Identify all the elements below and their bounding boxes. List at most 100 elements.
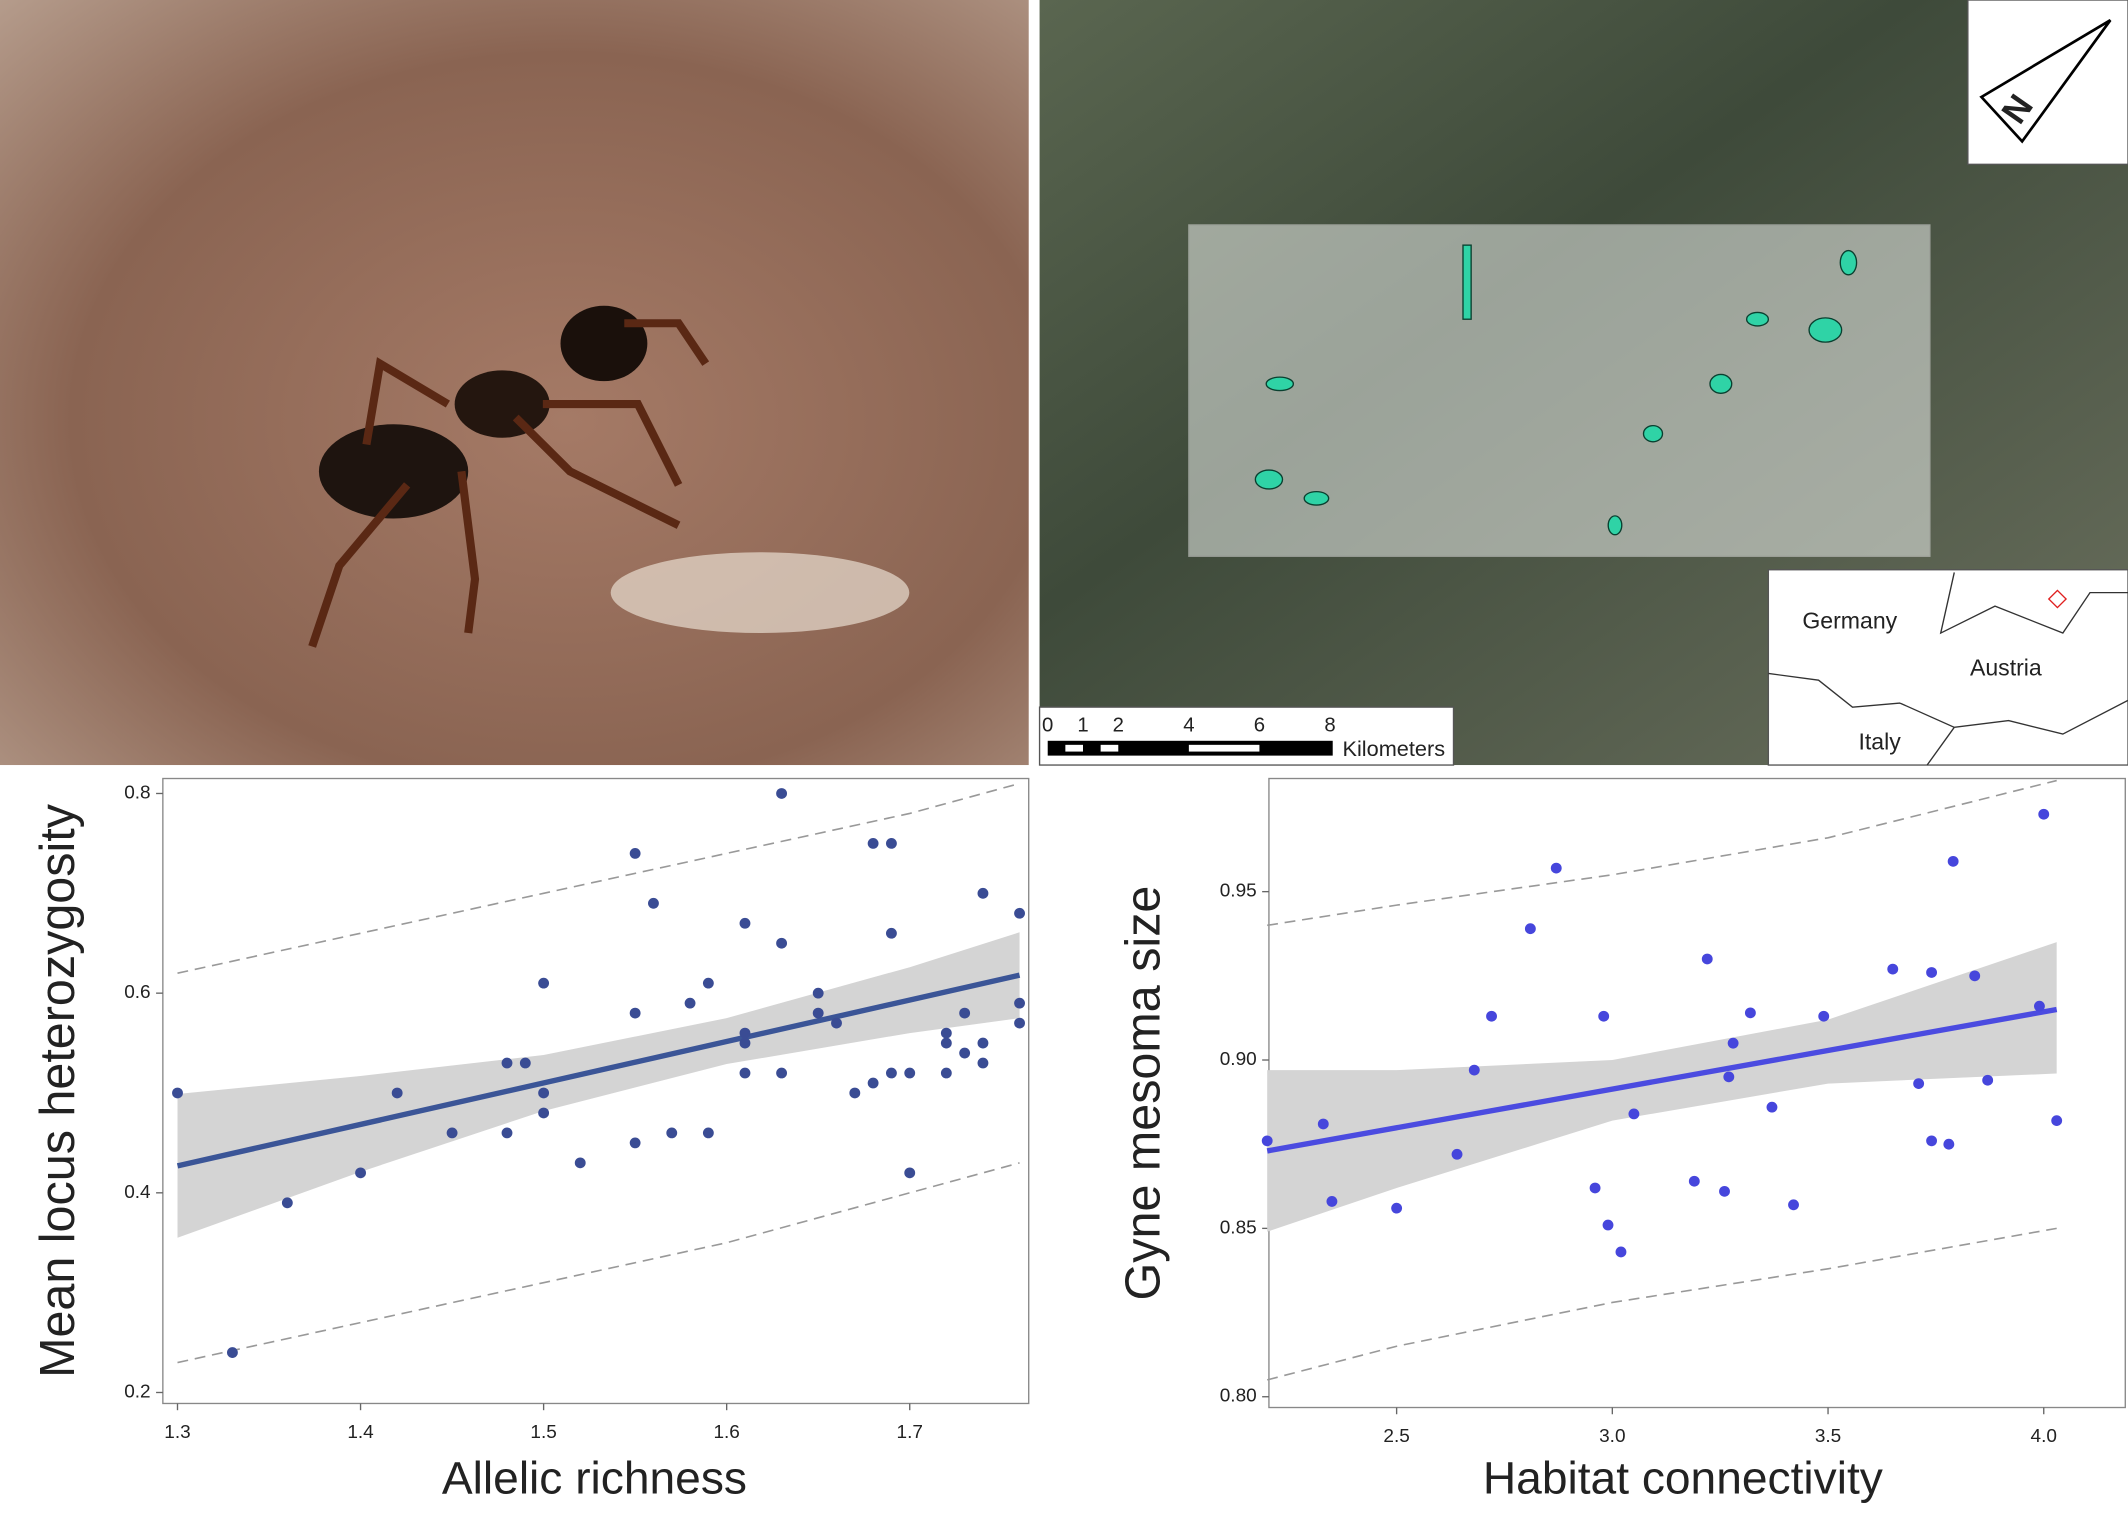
data-point bbox=[1628, 1108, 1640, 1120]
data-point bbox=[1014, 1017, 1025, 1029]
data-point bbox=[812, 987, 824, 999]
fit-line bbox=[176, 972, 1021, 1169]
data-point bbox=[1326, 1196, 1338, 1207]
scale-label: 1 bbox=[1077, 714, 1088, 736]
scale-labels: 0 1 2 4 6 8 bbox=[1042, 714, 1336, 736]
y-tick-label: 0.2 bbox=[124, 1382, 150, 1403]
data-point bbox=[1615, 1246, 1627, 1258]
data-point bbox=[940, 1067, 952, 1079]
y-tick-label: 0.80 bbox=[1220, 1386, 1257, 1407]
data-point bbox=[446, 1127, 458, 1139]
data-point bbox=[959, 1047, 971, 1059]
data-point bbox=[629, 1007, 641, 1019]
data-point bbox=[1468, 1064, 1480, 1076]
data-point bbox=[391, 1087, 403, 1099]
data-point bbox=[538, 977, 550, 989]
data-point bbox=[629, 847, 641, 859]
fit-line bbox=[1266, 1006, 2058, 1154]
data-point bbox=[1261, 1135, 1273, 1147]
data-point bbox=[867, 1077, 879, 1089]
data-point bbox=[776, 788, 788, 799]
data-point bbox=[281, 1197, 293, 1209]
data-point bbox=[1982, 1074, 1994, 1086]
confidence-band bbox=[1267, 942, 2057, 1232]
data-point bbox=[867, 838, 879, 849]
y-axis-label: Gyne mesoma size bbox=[1117, 886, 1171, 1301]
data-point bbox=[2051, 1115, 2063, 1127]
data-point bbox=[1524, 923, 1536, 935]
data-point bbox=[1701, 953, 1713, 965]
data-point bbox=[940, 1027, 952, 1039]
data-point bbox=[739, 1037, 751, 1049]
data-point bbox=[1926, 1135, 1938, 1147]
ant-photo bbox=[0, 0, 1029, 766]
x-tick-label: 3.0 bbox=[1599, 1426, 1625, 1447]
data-point bbox=[1766, 1101, 1778, 1113]
data-point bbox=[2038, 808, 2050, 820]
data-point bbox=[1451, 1148, 1463, 1160]
confidence-band bbox=[177, 932, 1020, 1238]
data-point bbox=[1744, 1007, 1756, 1019]
data-point bbox=[739, 917, 751, 929]
data-point bbox=[1486, 1010, 1497, 1022]
y-tick-label: 0.90 bbox=[1220, 1049, 1257, 1070]
data-point bbox=[538, 1087, 550, 1099]
x-tick-label: 1.6 bbox=[713, 1422, 739, 1443]
data-point bbox=[702, 1127, 714, 1139]
data-point bbox=[977, 1057, 989, 1069]
data-point bbox=[1969, 970, 1981, 982]
data-point bbox=[2034, 1000, 2045, 1012]
data-point bbox=[538, 1107, 550, 1119]
data-point bbox=[739, 1027, 751, 1039]
x-tick-label: 3.5 bbox=[1815, 1426, 1841, 1447]
data-point bbox=[1947, 855, 1959, 867]
data-point bbox=[1788, 1199, 1799, 1211]
data-point bbox=[501, 1057, 513, 1069]
data-point bbox=[885, 1067, 897, 1079]
data-point bbox=[904, 1067, 916, 1079]
data-point bbox=[776, 1067, 788, 1079]
scale-label: 2 bbox=[1113, 714, 1124, 736]
data-point bbox=[776, 937, 788, 949]
data-point bbox=[519, 1057, 531, 1069]
x-tick-label: 1.5 bbox=[530, 1422, 556, 1443]
data-point bbox=[501, 1127, 513, 1139]
data-point bbox=[629, 1137, 641, 1149]
data-point bbox=[812, 1007, 824, 1019]
x-axis-label: Allelic richness bbox=[442, 1452, 747, 1504]
data-point bbox=[226, 1347, 238, 1358]
x-tick-label: 1.7 bbox=[897, 1422, 923, 1443]
data-point bbox=[1014, 997, 1025, 1009]
scale-label: 0 bbox=[1042, 714, 1053, 736]
data-point bbox=[977, 887, 989, 899]
data-point bbox=[940, 1037, 952, 1049]
data-point bbox=[1602, 1219, 1614, 1231]
scale-label: 6 bbox=[1254, 714, 1265, 736]
x-axis-label: Habitat connectivity bbox=[1483, 1452, 1883, 1504]
data-point bbox=[1943, 1138, 1955, 1150]
x-tick-label: 1.4 bbox=[347, 1422, 373, 1443]
data-point bbox=[739, 1067, 751, 1079]
data-point bbox=[849, 1087, 861, 1099]
data-point bbox=[702, 977, 714, 989]
country-label: Austria bbox=[1970, 655, 2042, 681]
country-label: Germany bbox=[1802, 607, 1897, 633]
x-tick-label: 2.5 bbox=[1383, 1426, 1409, 1447]
data-point bbox=[1727, 1037, 1739, 1049]
data-point bbox=[1589, 1182, 1601, 1194]
data-point bbox=[904, 1167, 916, 1179]
charts: 0.2 0.4 0.6 0.8 1.3 1.4 1.5 1.6 1.7 Allelic richn… bbox=[31, 777, 2126, 1504]
data-point bbox=[1926, 967, 1938, 978]
data-point bbox=[355, 1167, 366, 1179]
x-tick-label: 4.0 bbox=[2031, 1426, 2057, 1447]
scale-label: 8 bbox=[1324, 714, 1335, 736]
y-tick-label: 0.95 bbox=[1220, 881, 1257, 902]
data-point bbox=[1688, 1175, 1700, 1187]
data-point bbox=[1719, 1185, 1730, 1197]
scale-unit: Kilometers bbox=[1343, 736, 1446, 761]
data-point bbox=[1887, 963, 1899, 975]
data-point bbox=[1317, 1118, 1329, 1130]
prediction-line bbox=[1266, 1227, 2057, 1381]
